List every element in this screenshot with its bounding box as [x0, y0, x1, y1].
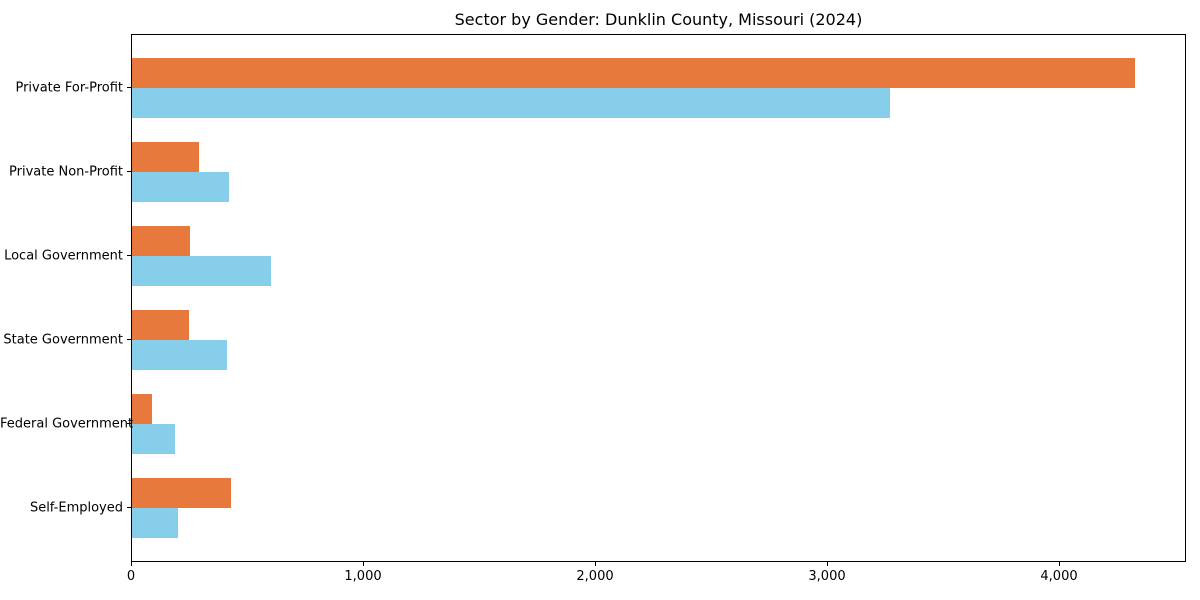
ytick-mark [127, 171, 131, 172]
ytick-mark [127, 339, 131, 340]
xtick-label-0: 0 [126, 569, 136, 584]
bar-female-private-non-profit [132, 172, 229, 202]
ytick-label-private-non-profit: Private Non-Profit [9, 164, 123, 180]
ytick-mark [127, 507, 131, 508]
ytick-label-federal-government: Federal Government [0, 416, 134, 432]
bar-male-federal-government [132, 394, 152, 424]
ytick-label-private-for-profit: Private For-Profit [15, 80, 123, 96]
ytick-mark [127, 423, 131, 424]
bar-male-private-non-profit [132, 142, 199, 172]
xtick-mark [131, 562, 132, 566]
xtick-mark [827, 562, 828, 566]
ytick-label-self-employed: Self-Employed [29, 500, 123, 516]
bar-male-state-government [132, 310, 189, 340]
xtick-label-3000: 3,000 [808, 569, 846, 584]
bar-female-local-government [132, 256, 271, 286]
xtick-mark [595, 562, 596, 566]
bar-male-private-for-profit [132, 58, 1135, 88]
bar-female-private-for-profit [132, 88, 890, 118]
chart-title: Sector by Gender: Dunklin County, Missou… [454, 10, 863, 29]
xtick-mark [363, 562, 364, 566]
xtick-label-4000: 4,000 [1040, 569, 1078, 584]
bar-female-self-employed [132, 508, 178, 538]
ytick-label-local-government: Local Government [4, 248, 123, 264]
xtick-label-2000: 2,000 [576, 569, 614, 584]
bar-female-federal-government [132, 424, 175, 454]
ytick-mark [127, 255, 131, 256]
plot-area: MaleFemale [131, 34, 1186, 562]
xtick-mark [1059, 562, 1060, 566]
xtick-label-1000: 1,000 [344, 569, 382, 584]
ytick-label-state-government: State Government [3, 332, 123, 348]
bar-male-local-government [132, 226, 190, 256]
ytick-mark [127, 87, 131, 88]
bar-male-self-employed [132, 478, 231, 508]
bar-female-state-government [132, 340, 227, 370]
